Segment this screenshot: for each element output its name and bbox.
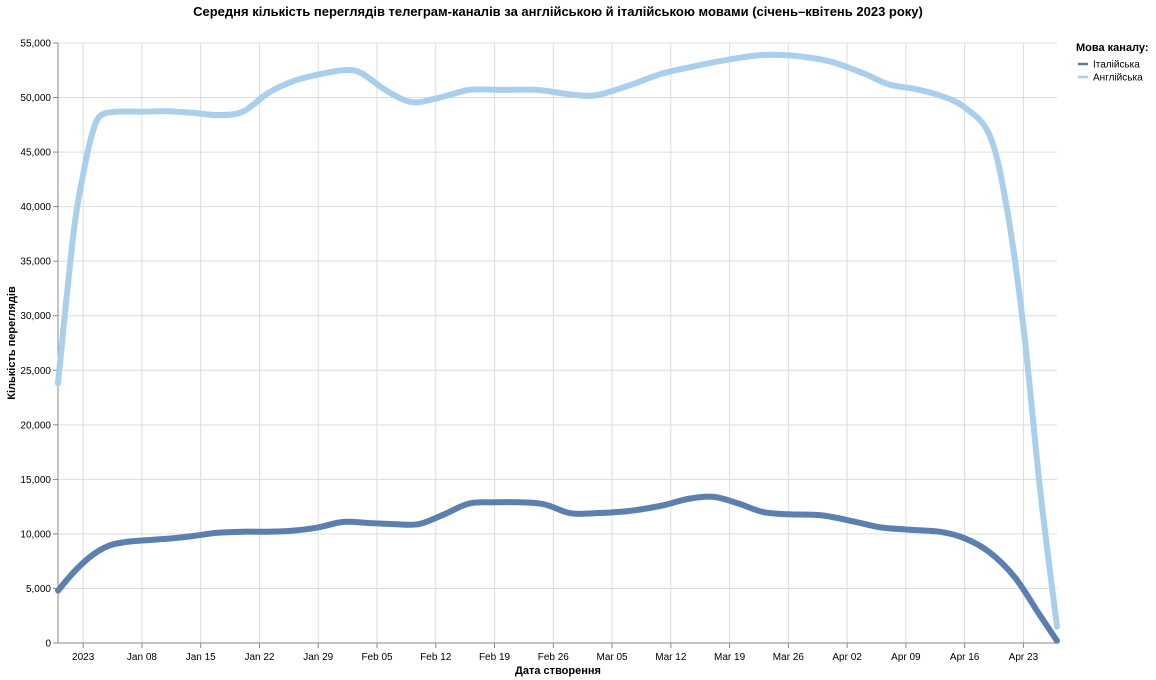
chart-title: Середня кількість переглядів телеграм-ка…	[193, 4, 923, 19]
x-tick-label: Mar 19	[714, 652, 746, 663]
x-tick-label: Mar 26	[773, 652, 805, 663]
x-tick-label: Apr 02	[832, 652, 862, 663]
x-tick-label: Feb 26	[538, 652, 570, 663]
x-tick-label: Feb 05	[361, 652, 393, 663]
x-axis-title: Дата створення	[515, 665, 601, 677]
legend-title: Мова каналу:	[1076, 42, 1149, 54]
grid-layer	[58, 42, 1057, 644]
y-tick-label: 5,000	[26, 584, 51, 595]
x-tick-label: 2023	[72, 652, 95, 663]
x-tick-label: Mar 05	[597, 652, 629, 663]
y-tick-label: 50,000	[20, 93, 51, 104]
series-line-english	[55, 51, 1060, 630]
x-tick-label: Apr 09	[891, 652, 921, 663]
x-tick-label: Jan 22	[244, 652, 274, 663]
y-tick-label: 55,000	[20, 39, 51, 50]
legend: Мова каналу: Італійська Англійська	[1076, 42, 1149, 84]
legend-label-english: Англійська	[1093, 73, 1143, 84]
x-tick-label: Mar 12	[655, 652, 687, 663]
y-tick-label: 15,000	[20, 475, 51, 486]
y-axis-title: Кількість переглядів	[6, 286, 18, 400]
legend-items: Італійська Англійська	[1078, 60, 1143, 84]
x-tick-label: Feb 12	[420, 652, 452, 663]
y-tick-label: 20,000	[20, 420, 51, 431]
y-tick-label: 25,000	[20, 366, 51, 377]
series-line-italian	[55, 493, 1060, 644]
y-tick-label: 45,000	[20, 148, 51, 159]
series-layer	[55, 51, 1060, 644]
axes-layer: 0 5,000 10,000 15,000 20,000 25,000 30,000 35,0…	[20, 39, 1057, 663]
x-tick-label: Jan 15	[186, 652, 216, 663]
x-tick-label: Apr 16	[950, 652, 980, 663]
x-tick-label: Apr 23	[1009, 652, 1039, 663]
y-tick-label: 35,000	[20, 257, 51, 268]
y-tick-label: 40,000	[20, 202, 51, 213]
x-tick-label: Jan 29	[303, 652, 333, 663]
legend-label-italian: Італійська	[1093, 60, 1140, 71]
x-tick-label: Feb 19	[479, 652, 511, 663]
y-tick-label: 30,000	[20, 311, 51, 322]
x-tick-label: Jan 08	[127, 652, 157, 663]
y-tick-label: 0	[45, 639, 51, 650]
y-tick-label: 10,000	[20, 529, 51, 540]
